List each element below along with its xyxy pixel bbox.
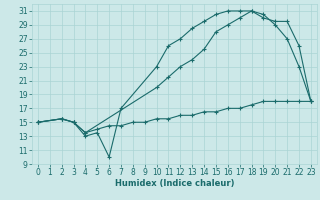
X-axis label: Humidex (Indice chaleur): Humidex (Indice chaleur) [115,179,234,188]
